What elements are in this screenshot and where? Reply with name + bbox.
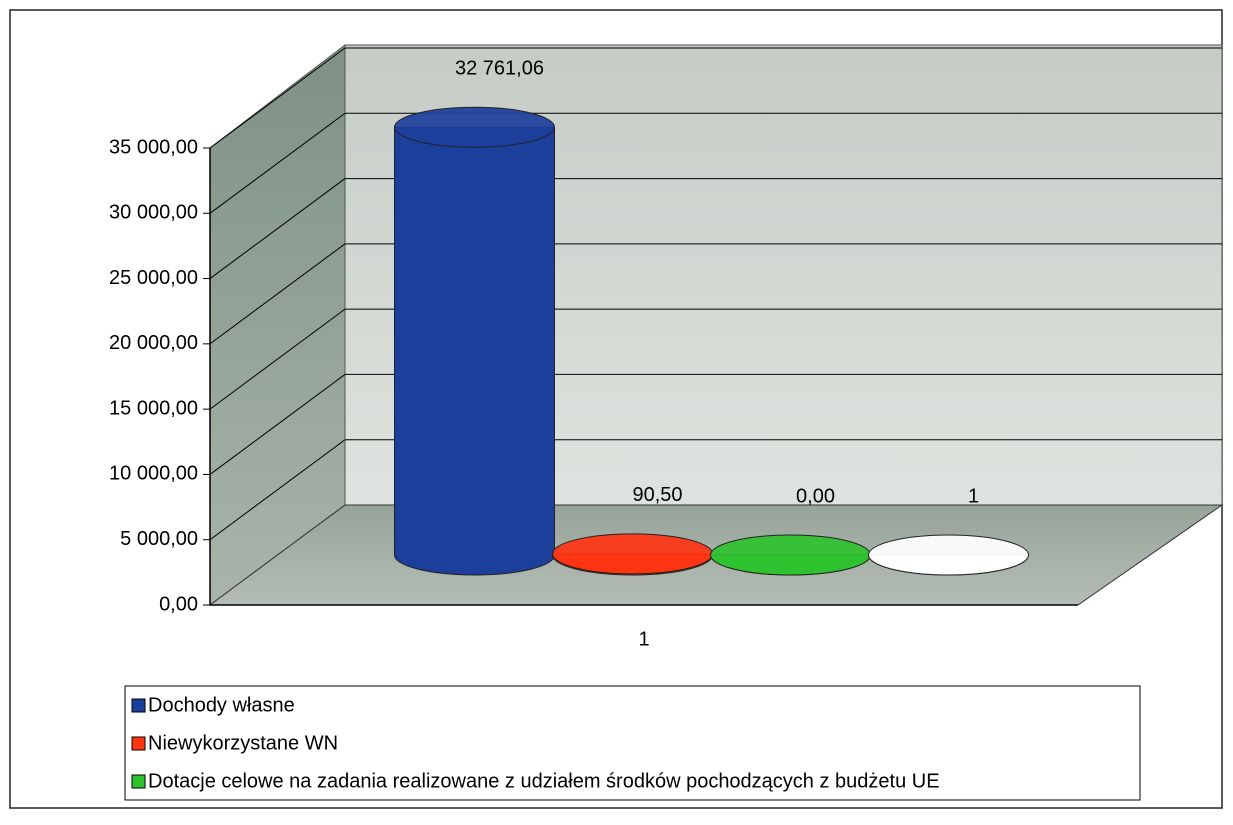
data-label: 32 761,06 [455,58,544,80]
grid-line [209,47,346,149]
data-label: 1 [968,485,979,507]
grid-line [209,243,346,345]
cylinder-top [868,534,1029,576]
y-tick-label: 25 000,00 [109,267,198,289]
y-tick-label: 10 000,00 [109,463,198,485]
grid-line [209,439,346,541]
grid-line [209,374,346,475]
cylinder-top [394,106,555,148]
grid-line [209,308,346,410]
legend-swatch [131,698,146,713]
cylinder-body [394,126,555,576]
y-tick-label: 20 000,00 [109,332,198,354]
x-tick-label: 1 [638,628,649,650]
data-label: 90,50 [632,484,682,506]
y-tick-label: 15 000,00 [109,397,198,419]
legend-label: Dotacje celowe na zadania realizowane z … [148,770,940,792]
cylinder-top [552,533,713,575]
legend-swatch [131,774,146,789]
legend-label: Dochody własne [148,694,295,716]
grid-line [209,178,346,279]
y-tick-label: 0,00 [159,593,198,615]
cylinder-top [710,534,871,576]
legend [124,685,1141,801]
legend-label: Niewykorzystane WN [148,732,338,754]
data-label: 0,00 [796,485,835,507]
y-tick-label: 35 000,00 [109,136,198,158]
legend-swatch [131,736,146,751]
y-tick-label: 5 000,00 [120,528,198,550]
grid-line [209,112,346,214]
y-tick-label: 30 000,00 [109,202,198,224]
